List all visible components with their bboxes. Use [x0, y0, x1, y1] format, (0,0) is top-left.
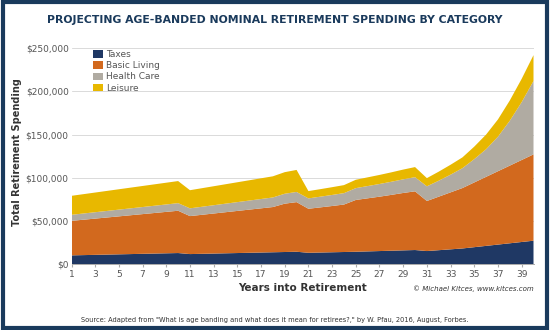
Text: © Michael Kitces, www.kitces.com: © Michael Kitces, www.kitces.com	[412, 285, 534, 292]
Y-axis label: Total Retirement Spending: Total Retirement Spending	[12, 78, 21, 226]
Text: PROJECTING AGE-BANDED NOMINAL RETIREMENT SPENDING BY CATEGORY: PROJECTING AGE-BANDED NOMINAL RETIREMENT…	[47, 15, 503, 25]
Legend: Taxes, Basic Living, Health Care, Leisure: Taxes, Basic Living, Health Care, Leisur…	[90, 46, 163, 96]
Text: Source: Adapted from "What is age banding and what does it mean for retirees?," : Source: Adapted from "What is age bandin…	[81, 317, 469, 323]
X-axis label: Years into Retirement: Years into Retirement	[238, 283, 367, 293]
